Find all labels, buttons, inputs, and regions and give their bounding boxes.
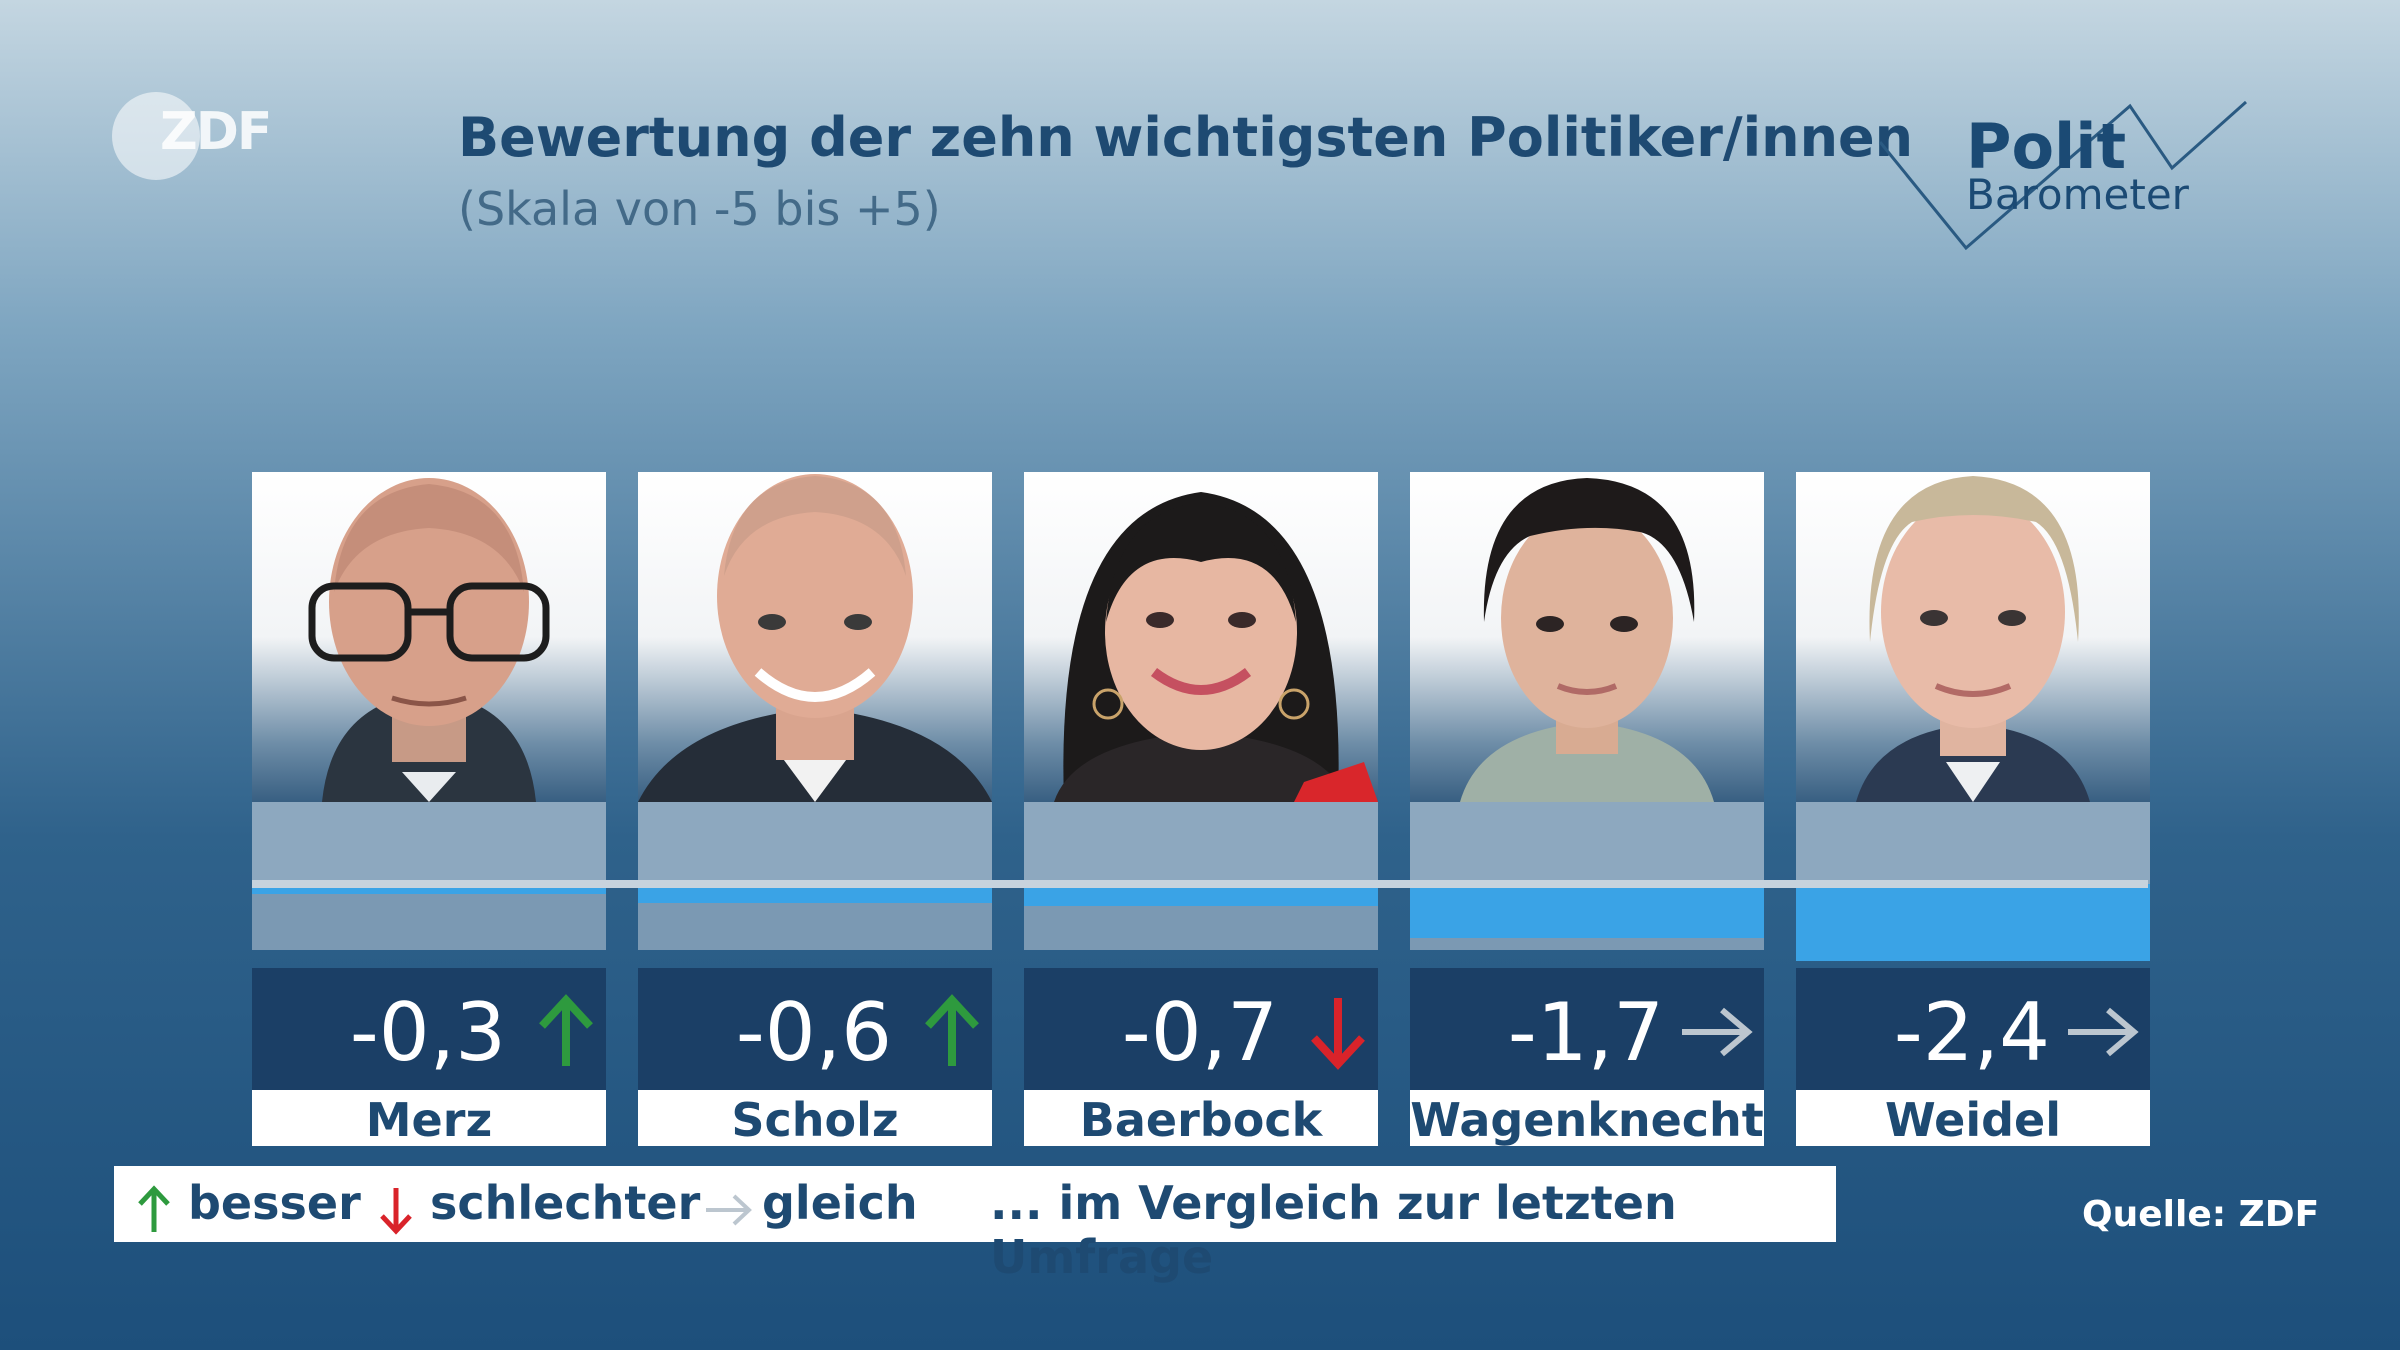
- arrow-up-icon: [925, 994, 979, 1066]
- arrow-right-icon: [2068, 1007, 2139, 1057]
- legend-same-label: gleich: [762, 1176, 918, 1230]
- arrow-up-icon: [138, 1185, 170, 1232]
- politbarometer-logo-line1: Polit: [1966, 110, 2127, 183]
- value-label-merz: -0,3: [349, 986, 506, 1079]
- legend-comparison-note: ... im Vergleich zur letzten Umfrage: [990, 1176, 1677, 1284]
- portrait-baerbock: [1024, 472, 1378, 802]
- value-box-weidel: -2,4: [1796, 968, 2150, 1090]
- arrow-down-icon: [1311, 998, 1365, 1070]
- arrow-down-icon: [380, 1188, 412, 1235]
- bar-card-baerbock: -0,7 Baerbock: [1024, 472, 1378, 1150]
- portrait-merz: [252, 472, 606, 802]
- bar-card-weidel: -2,4 Weidel: [1796, 472, 2150, 1150]
- arrow-right-icon: [1682, 1007, 1753, 1057]
- value-box-merz: -0,3: [252, 968, 606, 1090]
- category-label-wagenknecht: Wagenknecht: [1410, 1090, 1764, 1147]
- legend-worse-label: schlechter: [430, 1176, 701, 1230]
- zero-line: [252, 880, 2148, 888]
- portrait-wagenknecht: [1410, 472, 1764, 802]
- bar-scholz: [638, 884, 992, 904]
- source-label: Quelle: ZDF: [2082, 1194, 2320, 1235]
- value-label-baerbock: -0,7: [1121, 986, 1278, 1079]
- bar-weidel: [1796, 884, 2150, 961]
- bar-card-wagenknecht: -1,7 Wagenknecht: [1410, 472, 1764, 1150]
- chart-subtitle: (Skala von -5 bis +5): [458, 182, 941, 236]
- zdf-logo-text: ZDF: [160, 102, 272, 162]
- chart-title: Bewertung der zehn wichtigsten Politiker…: [458, 106, 1914, 169]
- bar-card-scholz: -0,6 Scholz: [638, 472, 992, 1150]
- bar-wagenknecht: [1410, 884, 1764, 939]
- category-label-baerbock: Baerbock: [1024, 1090, 1378, 1147]
- bar-track-lower: [252, 884, 606, 950]
- value-label-wagenknecht: -1,7: [1507, 986, 1664, 1079]
- politbarometer-logo: Polit Barometer: [1876, 96, 2256, 256]
- portrait-scholz: [638, 472, 992, 802]
- zdf-logo-circle: [112, 92, 200, 180]
- value-label-weidel: -2,4: [1893, 986, 2050, 1079]
- zdf-logo: ZDF: [112, 88, 282, 184]
- arrow-up-icon: [539, 994, 593, 1066]
- bar-merz: [252, 884, 606, 894]
- portrait-weidel: [1796, 472, 2150, 802]
- value-label-scholz: -0,6: [735, 986, 892, 1079]
- arrow-right-icon: [706, 1194, 752, 1226]
- category-label-weidel: Weidel: [1796, 1090, 2150, 1147]
- legend: besser schlechter gleich ... im Vergleic…: [114, 1166, 1836, 1284]
- politbarometer-zigzag-icon: [1878, 100, 2247, 251]
- bar-baerbock: [1024, 884, 1378, 907]
- value-box-scholz: -0,6: [638, 968, 992, 1090]
- value-box-wagenknecht: -1,7: [1410, 968, 1764, 1090]
- bar-card-merz: -0,3 Merz: [252, 472, 606, 1150]
- category-label-scholz: Scholz: [638, 1090, 992, 1147]
- legend-better-label: besser: [188, 1176, 361, 1230]
- category-label-merz: Merz: [252, 1090, 606, 1147]
- value-box-baerbock: -0,7: [1024, 968, 1378, 1090]
- politbarometer-logo-line2: Barometer: [1966, 170, 2189, 219]
